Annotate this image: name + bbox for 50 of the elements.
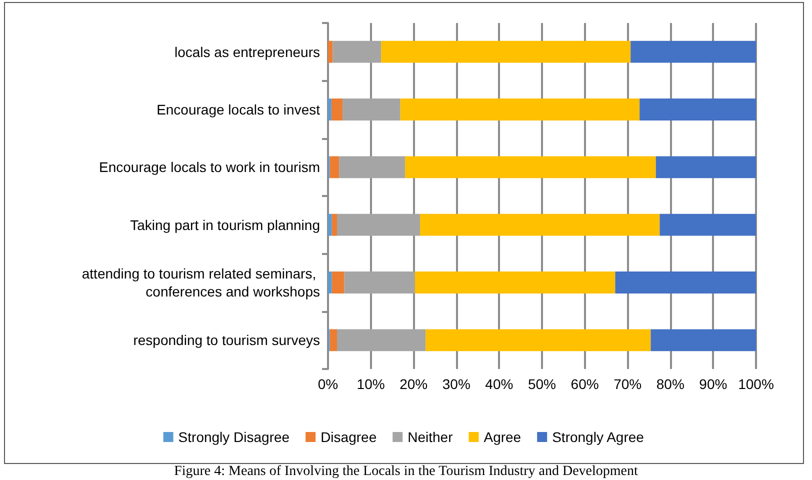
x-tick-label: 80% bbox=[656, 376, 684, 392]
bar bbox=[330, 156, 340, 178]
bar bbox=[640, 98, 756, 120]
x-tick-label: 90% bbox=[699, 376, 728, 392]
bar bbox=[344, 272, 415, 294]
bar bbox=[328, 272, 332, 294]
bar bbox=[331, 98, 343, 120]
x-tick-label: 20% bbox=[400, 376, 428, 392]
x-tick-label: 50% bbox=[528, 376, 556, 392]
bar bbox=[381, 40, 631, 63]
bar bbox=[328, 40, 333, 63]
legend-label: Agree bbox=[484, 429, 522, 445]
bar bbox=[630, 40, 756, 63]
bar bbox=[328, 214, 332, 236]
bar bbox=[339, 156, 406, 178]
bar bbox=[332, 40, 382, 63]
bar bbox=[332, 272, 344, 294]
bar bbox=[426, 329, 651, 352]
bar bbox=[330, 329, 337, 352]
y-tick-label: Encourage locals to work in tourism bbox=[99, 159, 320, 176]
bar bbox=[336, 329, 426, 352]
bar bbox=[656, 156, 756, 178]
bar bbox=[660, 214, 756, 236]
legend-label: Strongly Disagree bbox=[178, 429, 290, 445]
x-tick-label: 0% bbox=[318, 376, 338, 392]
x-tick-label: 60% bbox=[570, 376, 599, 392]
bar bbox=[328, 98, 332, 120]
x-tick-label: 70% bbox=[614, 376, 642, 392]
bar bbox=[615, 272, 756, 294]
bar bbox=[336, 214, 420, 236]
y-tick-label: locals as entrepreneurs bbox=[174, 44, 320, 60]
caption: Figure 4: Means of Involving the Locals in the Tourism Industry and Development bbox=[173, 464, 639, 480]
y-tick-label: Encourage locals to invest bbox=[156, 102, 320, 118]
legend-label: Disagree bbox=[320, 429, 377, 445]
y-tick-label: attending to tourism related seminars, conferences and workshops bbox=[82, 266, 320, 300]
y-tick-label: Taking part in tourism planning bbox=[130, 216, 320, 233]
legend-label: Neither bbox=[408, 429, 454, 445]
y-tick-label: responding to tourism surveys bbox=[133, 332, 320, 348]
bar bbox=[400, 98, 640, 120]
x-tick-label: 40% bbox=[485, 376, 514, 392]
legend-label: Strongly Agree bbox=[552, 429, 644, 445]
bar bbox=[420, 214, 660, 236]
x-tick-label: 100% bbox=[738, 376, 774, 392]
bar bbox=[414, 272, 616, 294]
bar bbox=[342, 98, 400, 120]
x-tick-label: 10% bbox=[356, 376, 385, 392]
x-tick-label: 30% bbox=[442, 376, 470, 392]
bar bbox=[405, 156, 656, 178]
bar bbox=[650, 329, 756, 352]
bar bbox=[332, 214, 337, 236]
